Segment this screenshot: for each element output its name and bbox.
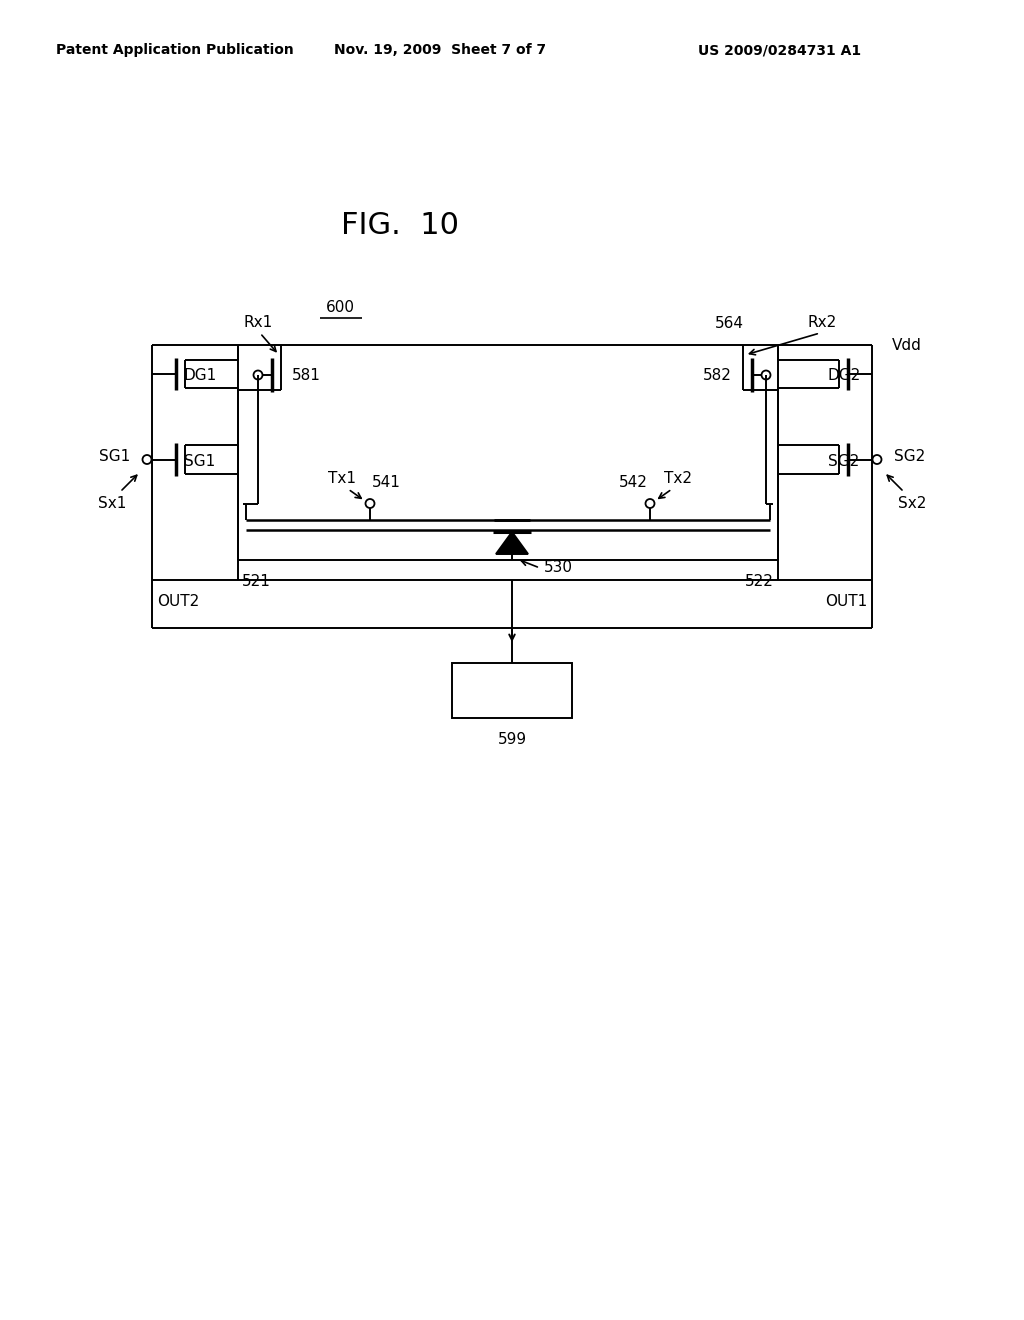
Text: Tx2: Tx2 xyxy=(664,471,692,486)
Text: 530: 530 xyxy=(544,561,573,576)
Text: Rx2: Rx2 xyxy=(807,315,837,330)
Text: Sx1: Sx1 xyxy=(98,496,126,511)
Text: 600: 600 xyxy=(326,300,354,315)
Text: Nov. 19, 2009  Sheet 7 of 7: Nov. 19, 2009 Sheet 7 of 7 xyxy=(334,44,546,57)
Text: US 2009/0284731 A1: US 2009/0284731 A1 xyxy=(698,44,861,57)
Text: DG2: DG2 xyxy=(827,368,860,384)
Text: 564: 564 xyxy=(715,315,744,331)
Text: Patent Application Publication: Patent Application Publication xyxy=(56,44,294,57)
Text: FIG.  10: FIG. 10 xyxy=(341,210,459,239)
Bar xyxy=(452,663,572,718)
Text: SG2: SG2 xyxy=(828,454,859,470)
Text: Vdd: Vdd xyxy=(892,338,922,352)
Text: Rx1: Rx1 xyxy=(244,315,272,330)
Text: 522: 522 xyxy=(745,574,774,589)
Text: SG1: SG1 xyxy=(184,454,216,470)
Text: Tx1: Tx1 xyxy=(328,471,356,486)
Text: 582: 582 xyxy=(703,367,732,383)
Text: 581: 581 xyxy=(292,367,321,383)
Text: DG1: DG1 xyxy=(183,368,217,384)
Text: SG1: SG1 xyxy=(98,449,130,465)
Text: 541: 541 xyxy=(372,475,400,490)
Text: OUT2: OUT2 xyxy=(157,594,200,609)
Text: 599: 599 xyxy=(498,733,526,747)
Text: SG2: SG2 xyxy=(894,449,926,465)
Text: 521: 521 xyxy=(242,574,271,589)
Text: 542: 542 xyxy=(620,475,648,490)
Text: Sx2: Sx2 xyxy=(898,496,926,511)
Text: OUT1: OUT1 xyxy=(824,594,867,609)
Polygon shape xyxy=(496,532,528,554)
